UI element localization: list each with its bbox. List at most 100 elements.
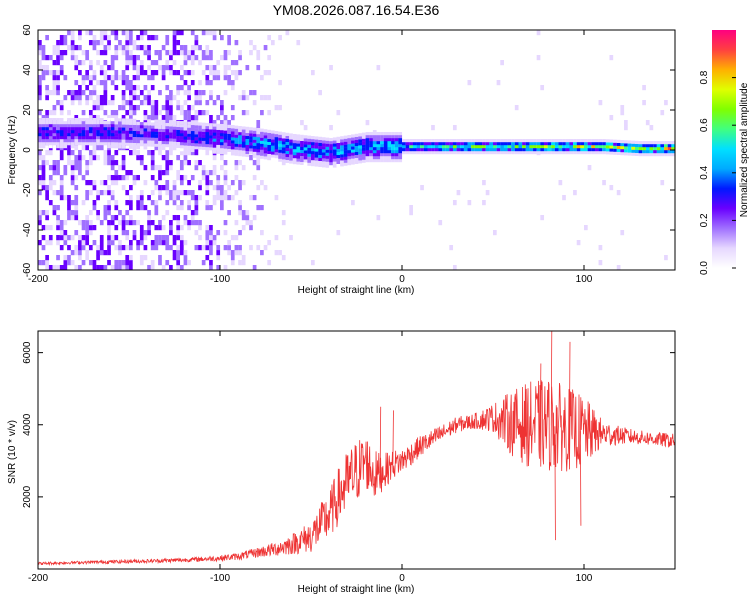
heatmap-cell (38, 142, 42, 146)
heatmap-cell (139, 128, 144, 132)
heatmap-cell (59, 185, 64, 191)
heatmap-cell (187, 55, 191, 61)
heatmap-cell (216, 123, 221, 127)
heatmap-cell (671, 141, 675, 145)
heatmap-cell (201, 131, 206, 135)
heatmap-cell (343, 141, 348, 145)
heatmap-cell (38, 118, 42, 122)
heatmap-cell (41, 75, 46, 81)
heatmap-cell (194, 195, 199, 201)
heatmap-cell (48, 110, 53, 116)
heatmap-cell (187, 225, 191, 231)
heatmap-cell (143, 165, 148, 171)
heatmap-cell (190, 121, 195, 126)
heatmap-cell (201, 122, 206, 126)
heatmap-cell (165, 115, 170, 121)
heatmap-cell (194, 122, 199, 126)
heatmap-cell (96, 105, 100, 111)
heatmap-cell (74, 65, 79, 71)
heatmap-cell (176, 144, 181, 148)
heatmap-cell (223, 127, 228, 131)
heatmap-cell (540, 85, 545, 91)
heatmap-cell (129, 130, 133, 134)
heatmap-cell (234, 235, 239, 241)
y-tick-label: 0 (22, 147, 33, 153)
heatmap-cell (38, 139, 42, 143)
heatmap-cell (627, 143, 632, 147)
heatmap-cell (78, 121, 82, 125)
heatmap-cell (110, 190, 115, 196)
heatmap-cell (278, 146, 282, 150)
heatmap-cell (365, 141, 370, 145)
heatmap-cell (136, 95, 140, 101)
heatmap-cell (110, 215, 115, 221)
heatmap-cell (85, 124, 90, 128)
heatmap-cell (198, 140, 202, 144)
heatmap-cell (52, 265, 57, 270)
heatmap-cell (252, 154, 257, 158)
heatmap-cell (278, 131, 282, 135)
heatmap-cell (642, 141, 646, 145)
heatmap-cell (38, 220, 42, 226)
heatmap-cell (41, 225, 46, 231)
heatmap-cell (114, 133, 119, 137)
heatmap-cell (376, 159, 381, 163)
heatmap-cell (41, 121, 46, 125)
heatmap-cell (139, 225, 144, 231)
heatmap-cell (114, 55, 119, 61)
heatmap-cell (216, 245, 221, 251)
heatmap-cell (172, 35, 177, 41)
heatmap-cell (74, 210, 79, 216)
heatmap-cell (154, 185, 159, 191)
heatmap-cell (372, 150, 377, 154)
heatmap-cell (161, 240, 166, 246)
heatmap-cell (129, 245, 133, 251)
heatmap-cell (99, 105, 104, 111)
heatmap-cell (205, 134, 210, 139)
heatmap-cell (303, 141, 308, 145)
heatmap-cell (358, 145, 363, 149)
heatmap-cell (165, 138, 170, 142)
heatmap-cell (114, 160, 119, 166)
heatmap-cell (165, 144, 170, 148)
heatmap-cell (365, 159, 370, 163)
heatmap-cell (136, 175, 140, 181)
heatmap-cell (376, 144, 381, 148)
heatmap-cell (110, 95, 115, 101)
heatmap-cell (96, 139, 100, 143)
heatmap-cell (147, 90, 151, 96)
heatmap-cell (96, 133, 100, 137)
heatmap-cell (107, 142, 111, 146)
heatmap-cell (198, 128, 202, 132)
heatmap-cell (452, 200, 457, 206)
heatmap-cell (201, 50, 206, 56)
heatmap-cell (154, 105, 159, 111)
heatmap-cell (125, 45, 130, 51)
heatmap-cell (573, 142, 577, 146)
heatmap-cell (656, 150, 661, 154)
heatmap-cell (616, 139, 621, 143)
heatmap-cell (150, 150, 155, 156)
heatmap-cell (209, 240, 213, 246)
heatmap-cell (172, 255, 177, 261)
heatmap-cell (281, 156, 286, 160)
heatmap-cell (434, 145, 439, 149)
heatmap-cell (565, 151, 570, 155)
heatmap-cell (165, 210, 170, 216)
heatmap-cell (460, 151, 464, 155)
heatmap-cell (139, 255, 144, 261)
heatmap-cell (496, 142, 501, 146)
heatmap-cell (154, 60, 159, 66)
heatmap-cell (460, 145, 464, 149)
heatmap-cell (176, 215, 181, 221)
heatmap-cell (143, 180, 148, 186)
heatmap-cell (274, 155, 279, 159)
heatmap-cell (216, 144, 221, 148)
heatmap-cell (172, 185, 177, 191)
heatmap-cell (107, 100, 111, 106)
heatmap-cell (125, 265, 130, 270)
heatmap-cell (48, 130, 53, 134)
heatmap-cell (63, 235, 68, 241)
heatmap-cell (540, 145, 545, 149)
heatmap-cell (598, 145, 603, 149)
